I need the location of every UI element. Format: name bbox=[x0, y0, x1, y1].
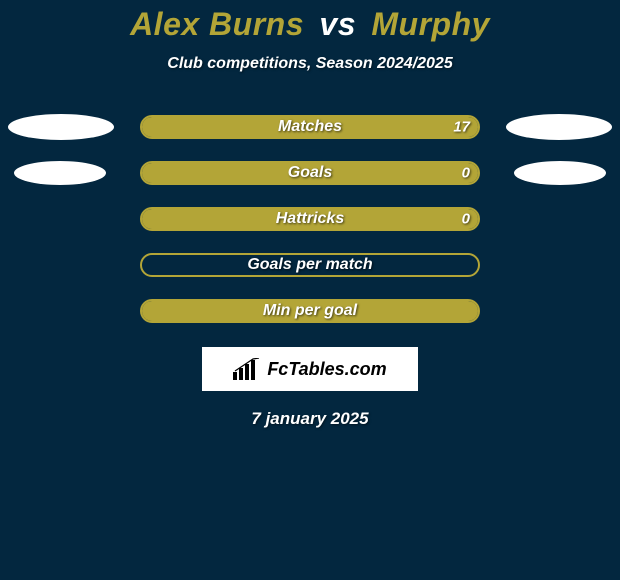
player1-marker bbox=[8, 114, 114, 140]
brand-text: FcTables.com bbox=[267, 359, 386, 380]
vs-separator: vs bbox=[319, 6, 356, 42]
stat-label: Goals per match bbox=[142, 256, 478, 274]
stat-value: 0 bbox=[462, 165, 470, 182]
player1-name: Alex Burns bbox=[130, 6, 304, 42]
stat-bar: Hattricks0 bbox=[140, 207, 480, 231]
stat-bar: Goals per match bbox=[140, 253, 480, 277]
page-title: Alex Burns vs Murphy bbox=[0, 0, 620, 43]
player2-marker bbox=[514, 161, 606, 185]
stat-row: Goals per match bbox=[0, 253, 620, 277]
bar-fill-left bbox=[142, 117, 478, 137]
stat-value: 0 bbox=[462, 211, 470, 228]
player2-marker bbox=[506, 114, 612, 140]
date-label: 7 january 2025 bbox=[0, 409, 620, 429]
player2-name: Murphy bbox=[371, 6, 490, 42]
stat-value: 17 bbox=[453, 119, 470, 136]
stat-bar: Goals0 bbox=[140, 161, 480, 185]
bar-fill-left bbox=[142, 301, 478, 321]
stat-bar: Min per goal bbox=[140, 299, 480, 323]
bars-icon bbox=[233, 358, 261, 380]
stat-row: Goals0 bbox=[0, 161, 620, 185]
stat-row: Hattricks0 bbox=[0, 207, 620, 231]
stat-bar: Matches17 bbox=[140, 115, 480, 139]
subtitle: Club competitions, Season 2024/2025 bbox=[0, 55, 620, 73]
brand-box: FcTables.com bbox=[202, 347, 418, 391]
stat-row: Min per goal bbox=[0, 299, 620, 323]
bar-fill-left bbox=[142, 209, 478, 229]
stat-rows: Matches17 Goals0 Hattricks0 Goals per match… bbox=[0, 115, 620, 323]
player1-marker bbox=[14, 161, 106, 185]
bar-fill-left bbox=[142, 163, 478, 183]
stat-row: Matches17 bbox=[0, 115, 620, 139]
